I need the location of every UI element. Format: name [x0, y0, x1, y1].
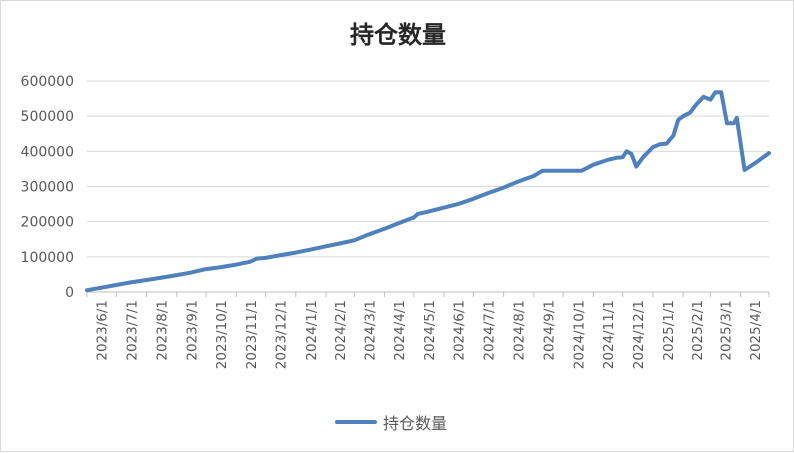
x-tick-label: 2023/6/1 — [95, 300, 111, 361]
x-tick-label: 2025/1/1 — [661, 300, 677, 361]
chart-title: 持仓数量 — [350, 20, 446, 49]
x-tick-label: 2023/11/1 — [244, 300, 260, 369]
x-tick-label: 2024/11/1 — [601, 300, 617, 369]
legend-swatch — [335, 420, 377, 424]
x-tick-label: 2024/4/1 — [392, 300, 408, 361]
x-tick-label: 2024/2/1 — [333, 300, 349, 361]
legend-label: 持仓数量 — [383, 414, 448, 433]
x-tick-label: 2023/7/1 — [124, 300, 140, 361]
x-tick-label: 2023/9/1 — [184, 300, 200, 361]
y-tick-label: 0 — [65, 285, 74, 301]
x-tick-label: 2024/1/1 — [304, 300, 320, 361]
x-tick-label: 2024/5/1 — [422, 300, 438, 361]
series-line — [85, 90, 771, 293]
x-tick-label: 2023/10/1 — [214, 300, 230, 369]
y-tick-label: 400000 — [21, 144, 74, 160]
x-tick-label: 2025/3/1 — [719, 300, 735, 361]
x-tick-label: 2024/6/1 — [452, 300, 468, 361]
y-tick-label: 300000 — [21, 180, 74, 196]
y-tick-label: 100000 — [21, 250, 74, 266]
x-tick-label: 2025/4/1 — [748, 300, 764, 361]
x-tick-label: 2023/12/1 — [274, 300, 290, 369]
series-layer — [85, 90, 771, 293]
x-tick-label: 2024/8/1 — [512, 300, 528, 361]
gridlines — [87, 80, 769, 258]
x-axis-ticks: 2023/6/1 2023/7/1 2023/8/1 2023/9/1 2023/10/… — [86, 292, 770, 369]
y-axis-ticks: 0 100000 200000 300000 400000 500000 600000 — [21, 74, 74, 301]
x-tick-label: 2024/3/1 — [362, 300, 378, 361]
x-tick-label: 2023/8/1 — [155, 300, 171, 361]
x-tick-label: 2024/12/1 — [631, 300, 647, 369]
x-tick-label: 2024/9/1 — [541, 300, 557, 361]
legend[interactable]: 持仓数量 — [335, 409, 447, 435]
x-tick-label: 2025/2/1 — [690, 300, 706, 361]
y-tick-label: 500000 — [21, 109, 74, 125]
y-tick-label: 200000 — [21, 215, 74, 231]
x-tick-label: 2024/7/1 — [481, 300, 497, 361]
y-tick-label: 600000 — [21, 74, 74, 90]
x-tick-label: 2024/10/1 — [571, 300, 587, 369]
